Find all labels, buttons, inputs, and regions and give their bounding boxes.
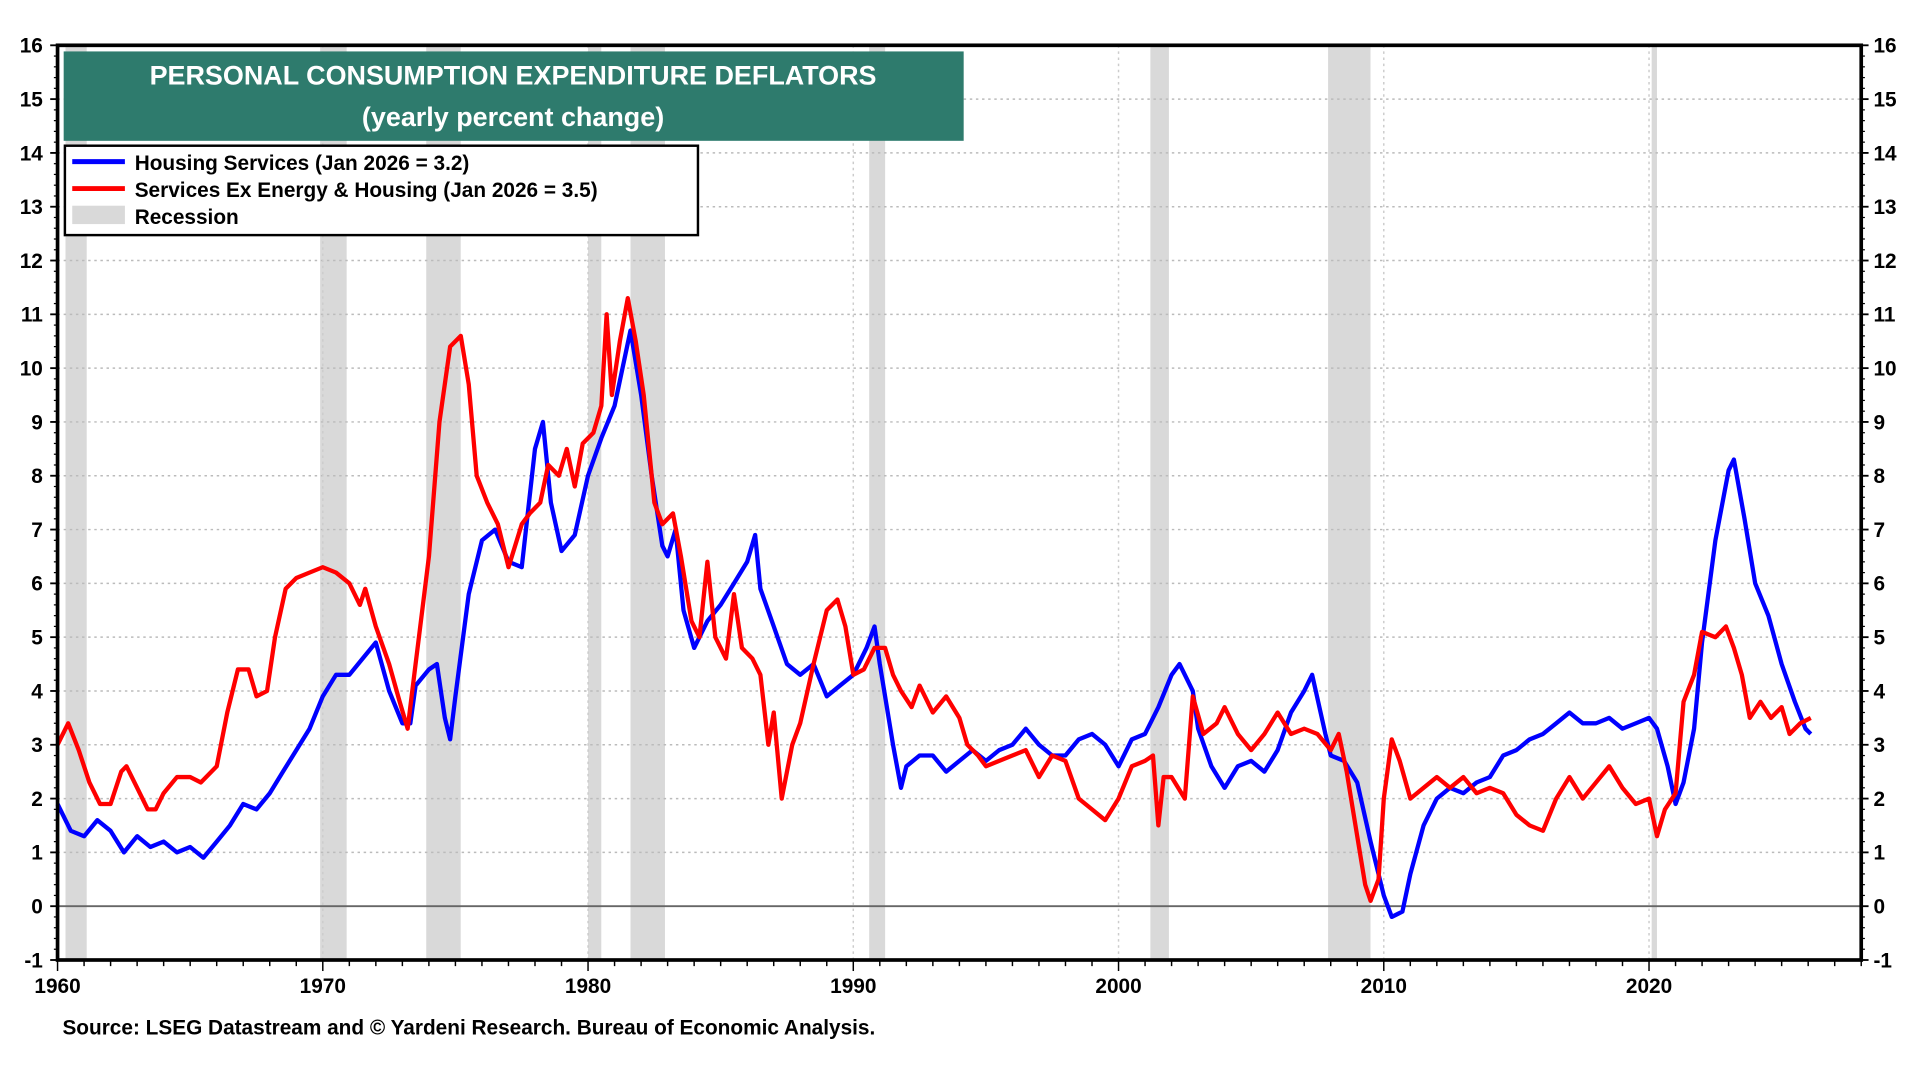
x-tick-label: 2020 [1626, 975, 1672, 998]
y-tick-label-right: 3 [1873, 734, 1885, 757]
y-tick-label-right: 0 [1873, 896, 1885, 919]
legend: Housing Services (Jan 2026 = 3.2) Servic… [63, 144, 700, 237]
y-tick-label-left: 2 [31, 788, 43, 811]
y-tick-label-right: 16 [1873, 35, 1896, 58]
y-tick-label-right: 7 [1873, 519, 1885, 542]
y-tick-label-left: 3 [31, 734, 43, 757]
y-tick-label-left: 4 [31, 680, 43, 703]
y-tick-label-left: 9 [31, 411, 43, 434]
y-tick-label-right: 8 [1873, 465, 1885, 488]
legend-label-recession: Recession [135, 206, 239, 229]
title-box: PERSONAL CONSUMPTION EXPENDITURE DEFLATO… [63, 51, 964, 141]
x-tick-label: 1960 [34, 975, 80, 998]
recession-band [1651, 45, 1657, 960]
x-tick-label: 1970 [300, 975, 346, 998]
y-tick-label-right: -1 [1873, 949, 1892, 972]
y-tick-label-left: 15 [20, 88, 43, 111]
y-tick-label-right: 1 [1873, 842, 1885, 865]
y-tick-label-right: 5 [1873, 627, 1885, 650]
y-tick-label-left: 5 [31, 627, 43, 650]
y-tick-label-left: 0 [31, 896, 43, 919]
y-tick-label-right: 12 [1873, 250, 1896, 273]
y-tick-label-left: 11 [21, 304, 43, 327]
legend-label-services: Services Ex Energy & Housing (Jan 2026 =… [135, 179, 598, 202]
legend-label-housing: Housing Services (Jan 2026 = 3.2) [135, 152, 470, 175]
y-tick-label-left: 13 [20, 196, 43, 219]
y-tick-label-left: 8 [31, 465, 43, 488]
recession-band [1150, 45, 1169, 960]
x-tick-label: 1980 [565, 975, 611, 998]
y-tick-label-right: 13 [1873, 196, 1896, 219]
y-tick-label-left: 6 [31, 573, 43, 596]
y-tick-label-right: 9 [1873, 411, 1885, 434]
y-tick-label-left: 14 [20, 142, 44, 165]
housing-services-line [55, 328, 1813, 920]
y-tick-label-left: 7 [31, 519, 43, 542]
y-tick-label-right: 10 [1873, 357, 1896, 380]
y-tick-label-right: 11 [1873, 304, 1895, 327]
x-tick-label: 2000 [1095, 975, 1141, 998]
y-tick-label-right: 15 [1873, 88, 1896, 111]
y-tick-label-left: 16 [20, 35, 43, 58]
recession-band [588, 45, 602, 960]
services-ex-energy-housing-line [55, 296, 1812, 903]
chart-subtitle: (yearly percent change) [362, 102, 664, 132]
recession-band [869, 45, 886, 960]
chart-title: PERSONAL CONSUMPTION EXPENDITURE DEFLATO… [150, 60, 877, 90]
y-tick-label-right: 4 [1873, 680, 1885, 703]
y-tick-label-right: 2 [1873, 788, 1885, 811]
y-tick-label-right: 6 [1873, 573, 1885, 596]
source-note: Source: LSEG Datastream and © Yardeni Re… [62, 1017, 875, 1040]
y-tick-label-left: 10 [20, 357, 43, 380]
series-lines [55, 296, 1813, 920]
x-tick-label: 2010 [1361, 975, 1407, 998]
legend-swatch-recession [72, 205, 125, 225]
y-tick-label-left: -1 [24, 949, 43, 972]
x-tick-label: 1990 [830, 975, 876, 998]
y-tick-label-left: 1 [31, 842, 43, 865]
y-tick-label-right: 14 [1873, 142, 1897, 165]
y-tick-label-left: 12 [20, 250, 43, 273]
